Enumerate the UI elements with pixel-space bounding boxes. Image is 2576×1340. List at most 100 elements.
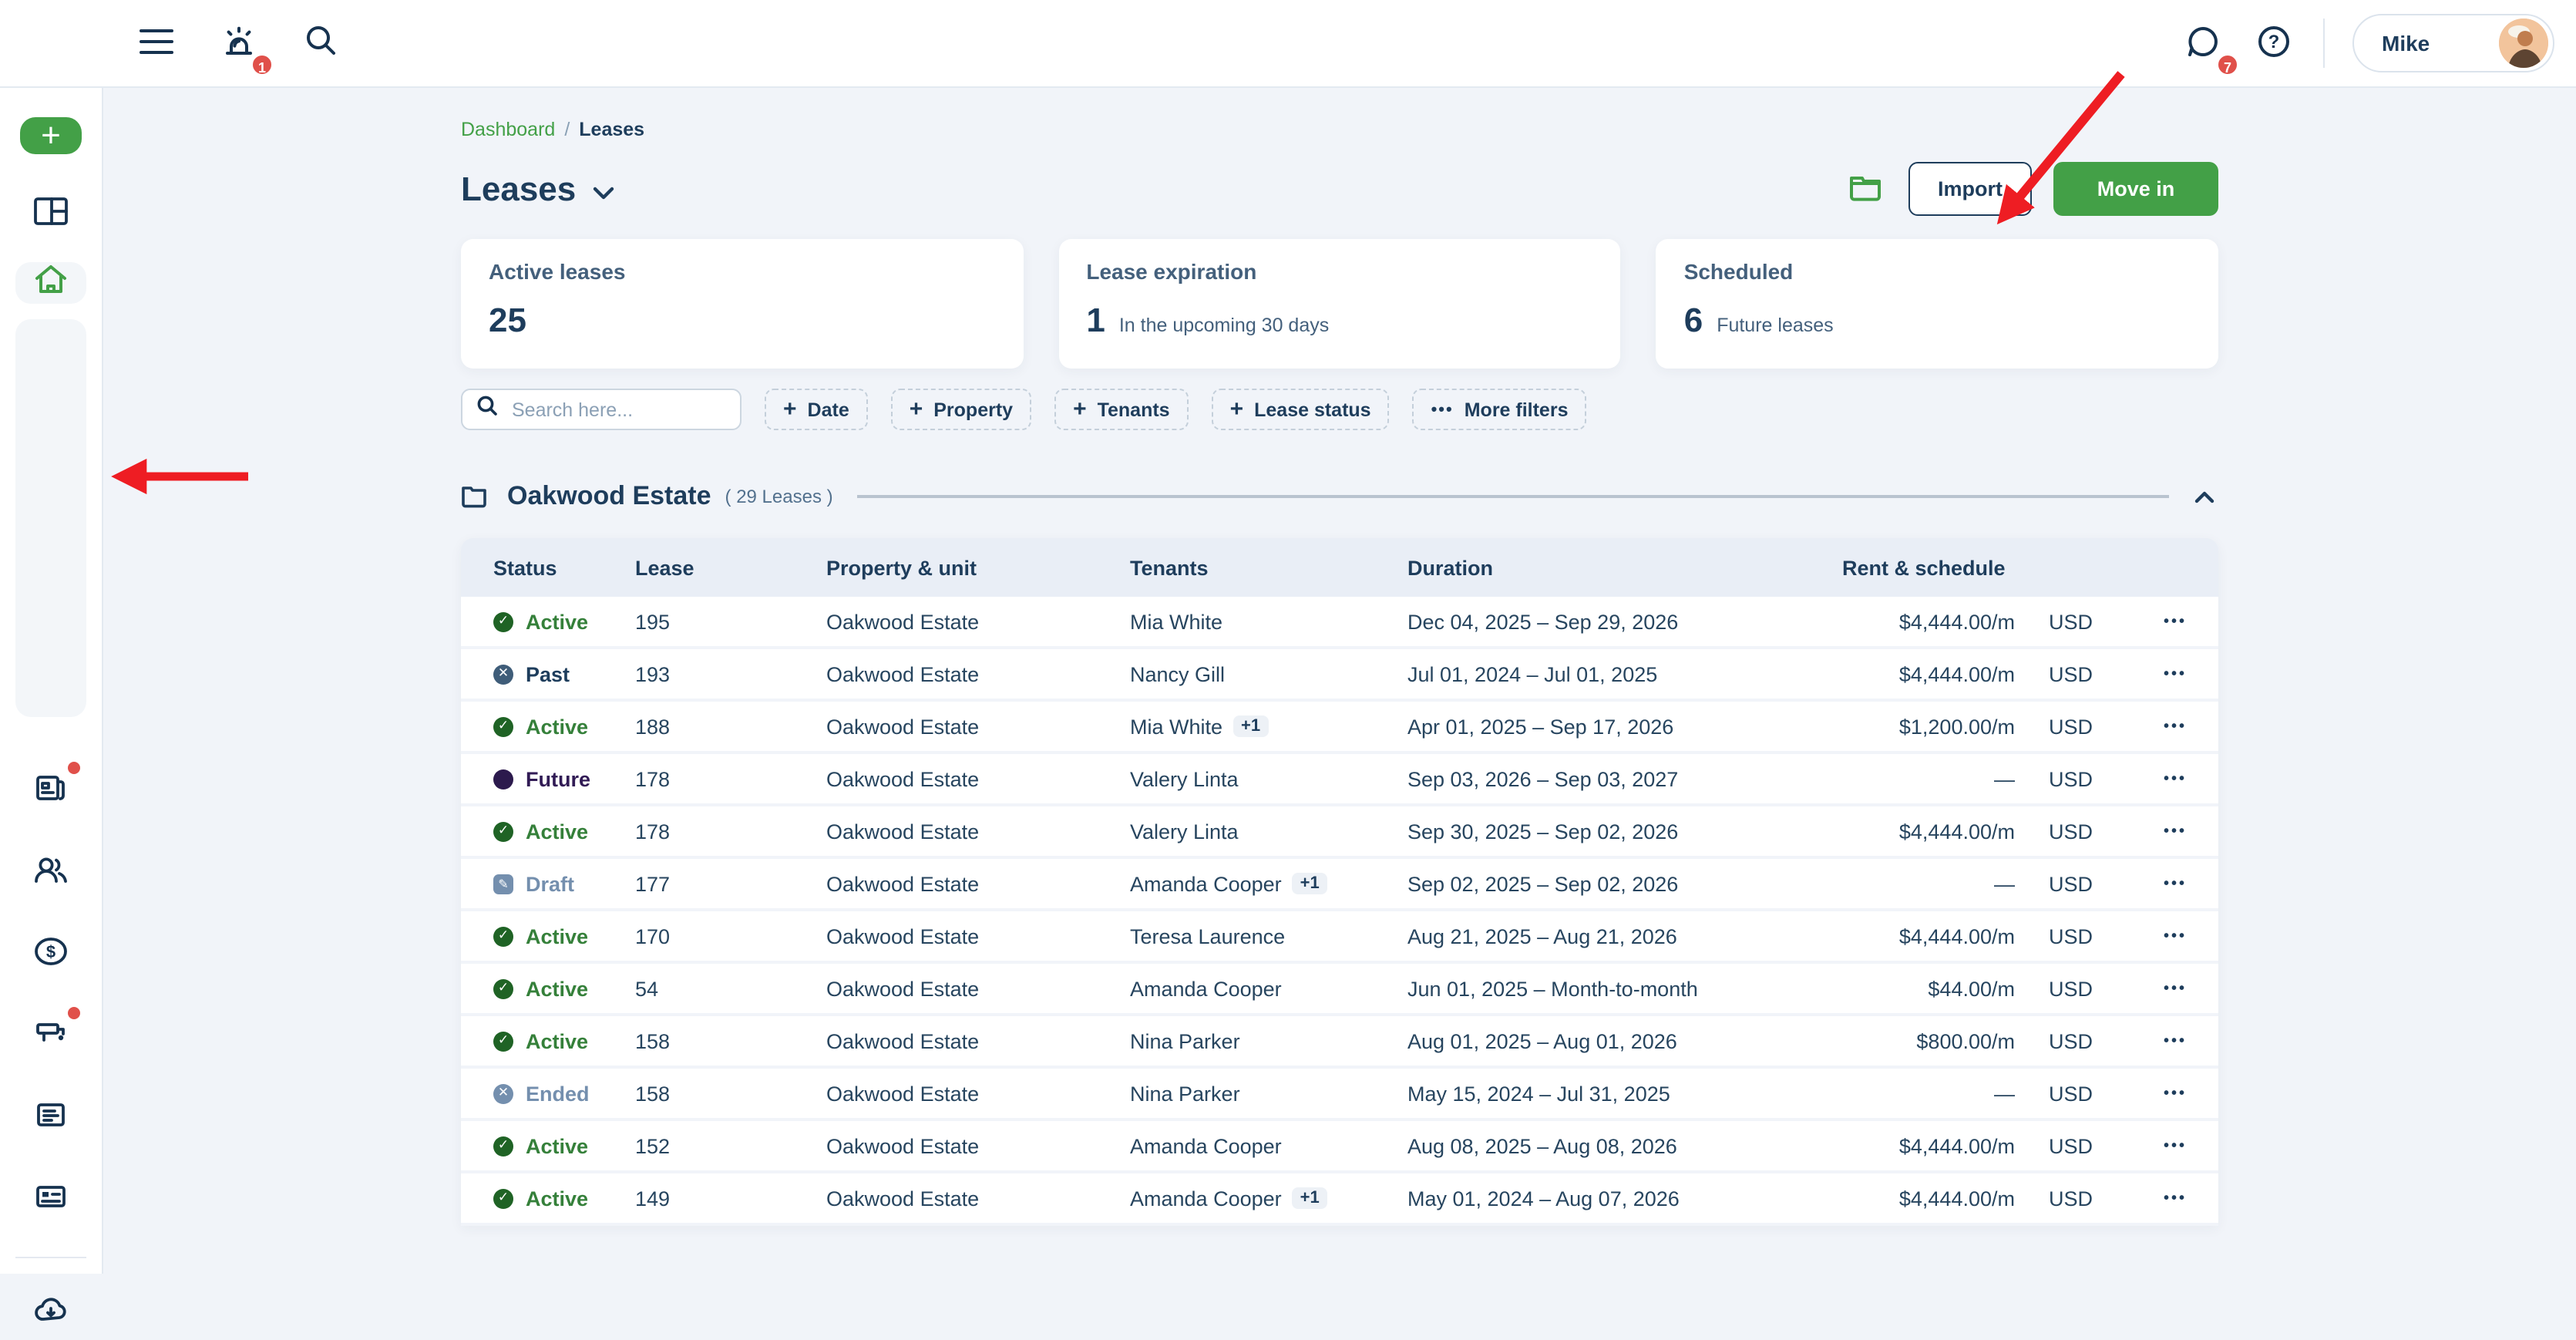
table-row[interactable]: ✎ Draft 177 Oakwood Estate Amanda Cooper… — [461, 859, 2218, 911]
stat-cards: Active leases 25 Lease expiration 1 In t… — [461, 239, 2218, 369]
topbar-divider — [2323, 19, 2325, 68]
stat-card[interactable]: Scheduled 6 Future leases — [1656, 239, 2218, 369]
table-row[interactable]: ✓ Active 158 Oakwood Estate Nina Parker … — [461, 1016, 2218, 1069]
filter-chip[interactable]: + Lease status — [1212, 389, 1390, 430]
sidebar-item-documents[interactable] — [26, 1090, 76, 1144]
column-header-tenants: Tenants — [1130, 556, 1407, 579]
id-card-icon — [32, 1178, 69, 1220]
row-menu-button[interactable]: ••• — [2132, 1085, 2218, 1102]
row-menu-button[interactable]: ••• — [2132, 665, 2218, 682]
row-menu-button[interactable]: ••• — [2132, 1137, 2218, 1154]
status-icon: ✓ — [493, 716, 513, 736]
messages-button[interactable]: 7 — [2181, 19, 2225, 67]
filter-chip[interactable]: + Property — [891, 389, 1031, 430]
leases-table: Status Lease Property & unit Tenants Dur… — [461, 538, 2218, 1226]
status-icon — [493, 769, 513, 789]
notifications-button[interactable]: 1 — [217, 19, 261, 67]
table-row[interactable]: Future 178 Oakwood Estate Valery Linta S… — [461, 754, 2218, 806]
help-button[interactable]: ? — [2252, 19, 2295, 67]
filter-chips: + Date + Property + Tenants + Lease stat… — [765, 389, 1390, 430]
title-actions: Import Move in — [1844, 162, 2218, 216]
tenants-cell: Nina Parker — [1130, 1082, 1407, 1105]
additional-tenants-badge[interactable]: +1 — [1293, 873, 1327, 894]
search-input[interactable] — [509, 397, 726, 422]
sidebar: + — [0, 88, 103, 1274]
apps-grid-button[interactable] — [25, 187, 77, 241]
currency-cell: USD — [2024, 820, 2132, 843]
additional-tenants-badge[interactable]: +1 — [1233, 715, 1268, 737]
row-menu-button[interactable]: ••• — [2132, 770, 2218, 787]
sidebar-item-downloads[interactable] — [25, 1286, 77, 1340]
currency-cell: USD — [2024, 977, 2132, 1000]
duration-cell: May 15, 2024 – Jul 31, 2025 — [1407, 1082, 1842, 1105]
sidebar-item-payments[interactable]: $ — [25, 927, 77, 981]
row-menu-button[interactable]: ••• — [2132, 1190, 2218, 1207]
user-avatar — [2499, 19, 2548, 68]
title-row: Leases Import Move in — [461, 162, 2218, 216]
search-icon — [304, 23, 339, 63]
sidebar-item-home[interactable] — [15, 262, 86, 304]
row-menu-button[interactable]: ••• — [2132, 1032, 2218, 1049]
status-label: Draft — [526, 872, 574, 895]
add-new-button[interactable]: + — [20, 117, 82, 154]
section-divider-line — [858, 496, 2169, 498]
duration-cell: Jul 01, 2024 – Jul 01, 2025 — [1407, 662, 1842, 685]
table-row[interactable]: ✓ Active 149 Oakwood Estate Amanda Coope… — [461, 1173, 2218, 1226]
section-collapse-button[interactable] — [2191, 482, 2218, 511]
property-cell: Oakwood Estate — [826, 872, 1130, 895]
sidebar-item-cards[interactable] — [26, 1172, 76, 1226]
table-row[interactable]: ✓ Active 188 Oakwood Estate Mia White +1… — [461, 702, 2218, 754]
column-header-status: Status — [493, 556, 635, 579]
sidebar-item-news[interactable] — [26, 763, 76, 817]
table-row[interactable]: ✓ Active 178 Oakwood Estate Valery Linta… — [461, 806, 2218, 859]
notifications-badge: 1 — [250, 52, 274, 76]
rent-cell: $800.00/m — [1842, 1029, 2024, 1052]
status-icon: ✓ — [493, 611, 513, 631]
status-icon: ✎ — [493, 874, 513, 894]
section-property-name[interactable]: Oakwood Estate — [507, 481, 711, 512]
property-cell: Oakwood Estate — [826, 820, 1130, 843]
newspaper-icon — [32, 769, 69, 811]
page-title[interactable]: Leases — [461, 169, 614, 209]
table-row[interactable]: ✓ Active 54 Oakwood Estate Amanda Cooper… — [461, 964, 2218, 1016]
lease-folders-button[interactable] — [1844, 167, 1887, 211]
row-menu-button[interactable]: ••• — [2132, 718, 2218, 735]
tenants-cell: Amanda Cooper +1 — [1130, 872, 1407, 895]
lease-number-cell: 188 — [635, 715, 826, 738]
more-filters-button[interactable]: ••• More filters — [1413, 389, 1587, 430]
sidebar-divider — [15, 1257, 86, 1258]
table-row[interactable]: ✕ Ended 158 Oakwood Estate Nina Parker M… — [461, 1069, 2218, 1121]
table-row[interactable]: ✓ Active 195 Oakwood Estate Mia White De… — [461, 597, 2218, 649]
status-icon: ✓ — [493, 1136, 513, 1156]
status-label: Active — [526, 820, 588, 843]
table-row[interactable]: ✓ Active 170 Oakwood Estate Teresa Laure… — [461, 911, 2218, 964]
row-menu-button[interactable]: ••• — [2132, 613, 2218, 630]
row-menu-button[interactable]: ••• — [2132, 875, 2218, 892]
global-search-button[interactable] — [301, 20, 342, 66]
sidebar-bottom-icons: $ — [15, 736, 86, 1340]
table-row[interactable]: ✕ Past 193 Oakwood Estate Nancy Gill Jul… — [461, 649, 2218, 702]
sidebar-item-contacts[interactable] — [25, 845, 77, 899]
stat-card[interactable]: Active leases 25 — [461, 239, 1023, 369]
breadcrumb-dashboard-link[interactable]: Dashboard — [461, 119, 555, 140]
filter-bar: + Date + Property + Tenants + Lease stat… — [461, 389, 2218, 430]
row-menu-button[interactable]: ••• — [2132, 823, 2218, 840]
topbar: 1 7 ? — [0, 0, 2576, 88]
chat-bubble-icon — [2184, 22, 2221, 64]
status-label: Active — [526, 977, 588, 1000]
row-menu-button[interactable]: ••• — [2132, 980, 2218, 997]
folder-icon — [461, 484, 487, 509]
table-row[interactable]: ✓ Active 152 Oakwood Estate Amanda Coope… — [461, 1121, 2218, 1173]
table-body: ✓ Active 195 Oakwood Estate Mia White De… — [461, 597, 2218, 1226]
filter-chip[interactable]: + Tenants — [1054, 389, 1189, 430]
filter-chip[interactable]: + Date — [765, 389, 868, 430]
sidebar-item-maintenance[interactable] — [26, 1008, 76, 1062]
row-menu-button[interactable]: ••• — [2132, 928, 2218, 944]
move-in-button[interactable]: Move in — [2053, 162, 2218, 216]
import-button[interactable]: Import — [1908, 162, 2032, 216]
user-menu-button[interactable]: Mike — [2352, 14, 2554, 72]
stat-card[interactable]: Lease expiration 1 In the upcoming 30 da… — [1058, 239, 1620, 369]
lease-number-cell: 170 — [635, 924, 826, 948]
additional-tenants-badge[interactable]: +1 — [1293, 1187, 1327, 1209]
hamburger-menu-button[interactable] — [136, 24, 177, 62]
